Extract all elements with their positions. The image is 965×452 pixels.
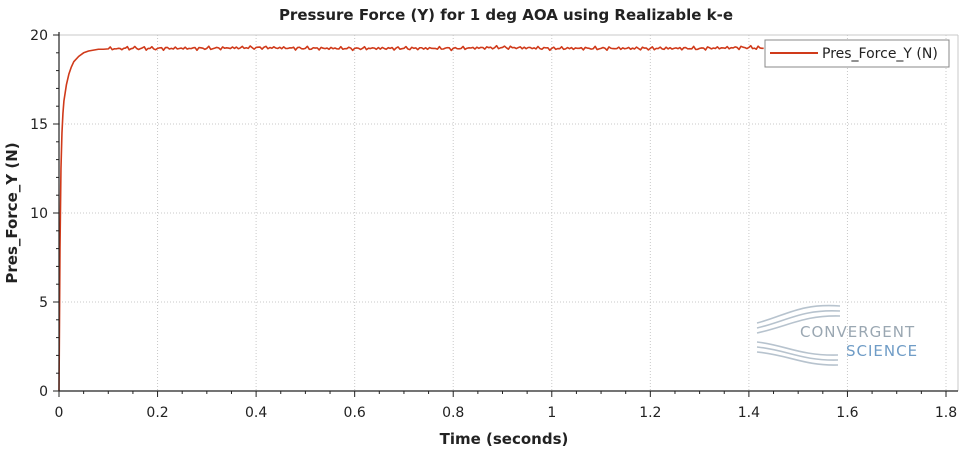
y-tick-label: 15 [30, 117, 48, 133]
y-tick-label: 0 [39, 384, 48, 400]
x-tick-label: 0 [55, 405, 64, 421]
x-tick-label: 1.4 [738, 405, 760, 421]
plot-frame-layer [59, 34, 959, 391]
y-tick-label: 5 [39, 295, 48, 311]
convergent-science-logo: CONVERGENT SCIENCE [756, 304, 918, 366]
x-axis-label: Time (seconds) [440, 430, 569, 448]
y-tick-label: 10 [30, 206, 48, 222]
series-layer [58, 44, 764, 392]
chart-title: Pressure Force (Y) for 1 deg AOA using R… [279, 6, 733, 24]
x-tick-label: 1.8 [935, 405, 957, 421]
logo-swoosh-icon [756, 304, 841, 366]
x-tick-label: 0.6 [344, 405, 366, 421]
x-tick-label: 0.2 [146, 405, 168, 421]
y-axis-label: Pres_Force_Y (N) [3, 142, 21, 283]
x-tick-label: 1 [547, 405, 556, 421]
x-tick-label: 0.4 [245, 405, 267, 421]
logo-text-line1: CONVERGENT [800, 323, 915, 341]
x-tick-label: 1.2 [639, 405, 661, 421]
legend: Pres_Force_Y (N) [764, 39, 950, 68]
x-tick-label: 1.6 [836, 405, 858, 421]
series-line-pres-force-y [58, 44, 764, 392]
y-tick-label: 20 [30, 28, 48, 44]
ticks-layer: 0 0.2 0.4 0.6 0.8 1 1.2 1.4 1.6 1.8 0 5 10 15 20 [30, 28, 958, 421]
x-tick-label: 0.8 [442, 405, 464, 421]
logo-text-line2: SCIENCE [846, 342, 918, 360]
legend-label: Pres_Force_Y (N) [822, 46, 938, 62]
